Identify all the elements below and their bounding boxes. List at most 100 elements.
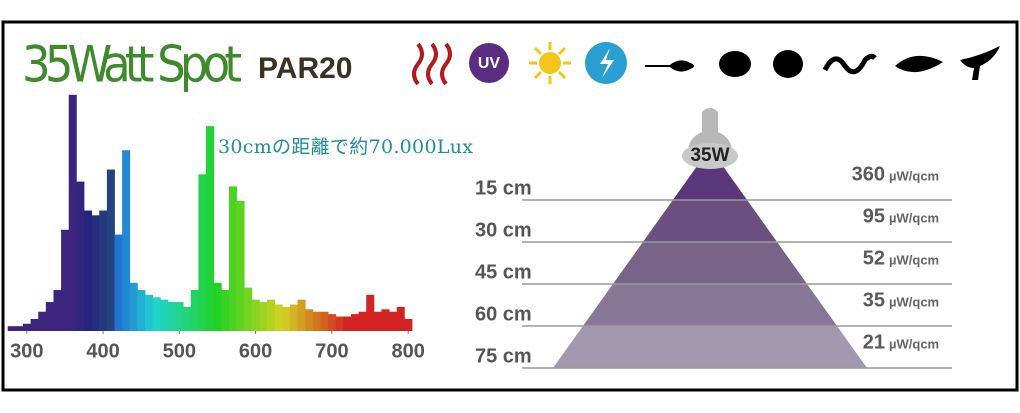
sun-rays (529, 42, 571, 84)
spectrum-bar (244, 287, 253, 331)
spectrum-bar (45, 302, 54, 331)
spectrum-bar (320, 311, 329, 331)
spectrum-bar (236, 200, 245, 331)
spectrum-bar (335, 316, 344, 331)
spectrum-bar (160, 299, 169, 331)
spectrum-bar (122, 150, 131, 331)
fish-icon (895, 55, 943, 73)
bolt (600, 48, 614, 78)
spectrum-bar (22, 323, 31, 331)
lizard-icon (645, 60, 694, 72)
spectrum-bar (366, 294, 375, 331)
spectrum-bar (145, 294, 154, 331)
spectrum-bar (99, 210, 108, 331)
spectrum-bar (53, 290, 62, 331)
spectrum-bar (15, 326, 24, 331)
spectrum-bar (312, 311, 321, 331)
spectrum-bar (213, 282, 222, 331)
value-label: 35 (863, 289, 885, 311)
distance-label: 45 cm (475, 261, 532, 283)
spectrum-bar (373, 311, 382, 331)
spectrum-bar (30, 318, 39, 331)
spectrum-bar (83, 210, 93, 331)
spectrum-bar (137, 290, 146, 331)
spectrum-bar (76, 181, 85, 331)
pyramid-band (582, 284, 838, 326)
spectrum-bar (106, 169, 115, 331)
distance-label: 30 cm (475, 219, 532, 241)
lamp-face (682, 143, 738, 169)
spectrum-bar (198, 174, 207, 331)
title: 35Watt Spot (22, 36, 242, 94)
spectrum-bar (206, 126, 215, 332)
lamp (688, 108, 732, 152)
distance-label: 60 cm (475, 303, 532, 325)
spectrum-bar (289, 304, 298, 331)
spectrum-bar (389, 311, 398, 331)
tortoise-icon (719, 51, 751, 77)
uv-icon-label: UV (478, 55, 501, 72)
pyramid-band (553, 326, 867, 368)
distance-label: 75 cm (475, 345, 532, 367)
spectrum-bar (282, 306, 291, 331)
pyramid-band (642, 200, 778, 242)
spectrum-chart: 300 400 500 600 700 800 30cmの距離で約70.000Lux (7, 94, 473, 362)
sun-icon (539, 52, 561, 74)
spectrum-bar (7, 326, 16, 331)
snake-icon (822, 53, 877, 75)
lamp-label: 35W (690, 145, 729, 166)
spectrum-bar (251, 299, 260, 331)
x-tick-label: 300 (10, 340, 43, 362)
icons: UV (412, 42, 1000, 86)
spectrum-bar (129, 282, 138, 331)
annotation: 30cmの距離で約70.000Lux (218, 136, 473, 158)
spectrum-bar (152, 297, 161, 331)
unit-label: µW/qcm (889, 294, 939, 309)
unit-label: µW/qcm (889, 210, 939, 225)
value-label: 95 (863, 205, 885, 227)
spectrum-bar (175, 302, 184, 331)
subtitle: PAR20 (258, 52, 352, 85)
spectrum-bar (190, 290, 199, 331)
spectrum-bar (267, 299, 276, 331)
uv-icon (469, 43, 509, 83)
spectrum-bar (91, 215, 100, 331)
turtle-icon (773, 50, 803, 78)
spectrum-bar (381, 309, 390, 331)
value-label: 21 (863, 331, 885, 353)
pyramid-band (672, 148, 748, 200)
unit-label: µW/qcm (889, 168, 939, 183)
x-tick-label: 700 (315, 340, 348, 362)
spectrum-bar (404, 318, 413, 331)
uv-pyramid: 35W 15 cm 360 µW/qcm 30 cm 95 µW/qcm 45 cm 52 µW/… (475, 108, 952, 369)
spectrum-bar (305, 309, 314, 331)
spectrum-bar (396, 306, 405, 331)
unit-label: µW/qcm (889, 336, 939, 351)
spectrum-bar (38, 311, 47, 331)
x-tick-label: 500 (163, 340, 196, 362)
spectrum-bar (61, 229, 70, 331)
spectrum-bar (228, 186, 237, 331)
distance-label: 15 cm (475, 177, 532, 199)
spectrum-bar (358, 311, 367, 331)
spectrum-bar (274, 304, 283, 331)
pyramid-band (612, 242, 808, 284)
spectrum-bar (328, 314, 337, 331)
x-tick-label: 800 (391, 340, 424, 362)
spectrum-bar (183, 306, 192, 331)
value-label: 52 (863, 247, 885, 269)
x-tick-label: 400 (86, 340, 119, 362)
heat-icon (412, 42, 452, 86)
spectrum-bar (114, 234, 123, 331)
spectrum-bar (297, 299, 306, 331)
bird-icon (960, 46, 1000, 80)
spectrum-bar (68, 94, 77, 331)
spectrum-bar (167, 302, 176, 331)
spectrum-bar (350, 314, 360, 331)
spectrum-bar (259, 302, 268, 331)
spectrum-bar (221, 290, 230, 331)
unit-label: µW/qcm (889, 252, 939, 267)
spectrum-bar (343, 316, 352, 331)
value-label: 360 (852, 163, 885, 185)
